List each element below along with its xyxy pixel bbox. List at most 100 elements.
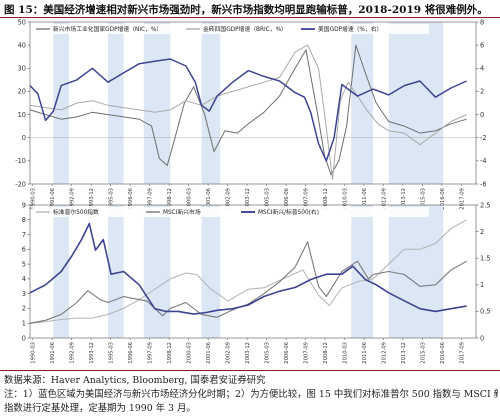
x-tick-label: 2007-09: [304, 342, 310, 364]
plot-border: [29, 21, 477, 185]
y-left-tick-label: 40: [18, 41, 26, 49]
x-tick-label: 2015-03: [421, 342, 427, 364]
x-tick-label: 1997-09: [148, 188, 154, 210]
shaded-period: [143, 205, 171, 338]
title-divider: [0, 17, 500, 18]
y-right-tick-label: 1: [480, 281, 484, 289]
x-tick-label: 1993-12: [89, 342, 95, 364]
x-tick-label: 2010-03: [343, 342, 349, 364]
x-tick-label: 2007-09: [304, 188, 310, 210]
legend-box: [33, 24, 429, 34]
x-tick-label: 2001-06: [206, 188, 212, 210]
x-tick-label: 2005-03: [265, 342, 271, 364]
x-tick-label: 2003-12: [245, 188, 251, 210]
source-notes: 数据来源：Haver Analytics, Bloomberg, 国泰君安证券研…: [4, 374, 498, 416]
shaded-period: [201, 22, 221, 184]
x-tick-label: 2006-06: [284, 188, 290, 210]
y-right-tick-label: 2.5: [480, 201, 491, 209]
legend-box: [33, 207, 429, 217]
x-tick-label: 2006-06: [284, 342, 290, 364]
x-tick-label: 1992-09: [70, 188, 76, 210]
x-tick-label: 2000-03: [187, 342, 193, 364]
x-tick-label: 1998-12: [167, 342, 173, 364]
y-right-tick-label: -2: [480, 134, 487, 142]
x-tick-label: 1996-06: [128, 188, 134, 210]
legend-label: 美国GDP增速（%，右）: [318, 25, 382, 33]
y-left-tick-label: 50: [18, 18, 26, 26]
x-tick-label: 2010-03: [343, 188, 349, 210]
y-left-tick-label: 5: [22, 260, 26, 268]
source-line-3: 指数进行定基处理，定基期为 1990 年 3 月。: [4, 403, 196, 414]
series-line-1: [29, 44, 467, 176]
x-tick-label: 2017-09: [459, 188, 465, 210]
footer-divider: [0, 370, 500, 371]
y-right-tick-label: 8: [480, 18, 484, 26]
shaded-period: [388, 205, 444, 338]
series-line-1: [29, 219, 467, 324]
x-tick-label: 2017-09: [459, 342, 465, 364]
x-tick-label: 2016-06: [440, 188, 446, 210]
x-tick-label: 2005-03: [265, 188, 271, 210]
series-line-2: [29, 44, 467, 180]
x-tick-label: 2015-03: [421, 188, 427, 210]
x-tick-label: 2003-12: [245, 342, 251, 364]
shaded-period: [107, 22, 124, 184]
x-tick-label: 1993-12: [89, 188, 95, 210]
shaded-period: [143, 22, 171, 184]
y-left-tick-label: 3: [22, 290, 26, 298]
y-left-tick-label: 7: [22, 231, 26, 239]
legend: 标准普尔500指数 MSCI新兴市场 MSCI新兴/标普500(右): [33, 207, 429, 217]
y-left-tick-label: 9: [22, 201, 26, 209]
y-right-tick-label: 1.5: [480, 255, 491, 263]
source-line-2: 注：1）蓝色区域为美国经济与新兴市场经济分化时期；2）为方便比较，图 15 中我…: [4, 389, 498, 400]
series-line-3: [29, 222, 467, 315]
y-right-tick-label: 2: [480, 88, 484, 96]
figure-title: 图 15：美国经济增速相对新兴市场强劲时，新兴市场指数均明显跑输标普，2018-…: [4, 4, 488, 16]
series-line-3: [29, 58, 467, 162]
shaded-period: [388, 22, 444, 184]
y-left-tick-label: 10: [18, 111, 26, 119]
y-right-tick-label: 0: [480, 334, 484, 342]
x-tick-label: 1991-06: [50, 188, 56, 210]
y-left-tick-label: 4: [22, 275, 26, 283]
y-left-tick-label: -10: [15, 157, 26, 165]
y-left-tick-label: 8: [22, 216, 26, 224]
x-tick-label: 2016-06: [440, 342, 446, 364]
x-tick-label: 1995-03: [109, 188, 115, 210]
x-tick-label: 2002-09: [226, 188, 232, 210]
x-tick-label: 2011-06: [362, 342, 368, 364]
legend-label: 金砖四国GDP增速（BRIC，%）: [203, 25, 287, 33]
legend-label: 新兴市场工业化国家GDP增速（NIC，%）: [53, 25, 162, 33]
x-tick-label: 1990-03: [31, 188, 37, 210]
x-tick-label: 2011-06: [362, 188, 368, 210]
x-tick-label: 1990-03: [31, 342, 37, 364]
y-left-tick-label: 1: [22, 320, 26, 328]
y-left-tick-label: 30: [18, 65, 26, 73]
x-tick-label: 1992-09: [70, 342, 76, 364]
y-right-tick-label: 0: [480, 111, 484, 119]
legend-label: MSCI新兴/标普500(右): [258, 208, 319, 216]
x-tick-label: 2002-09: [226, 342, 232, 364]
x-tick-label: 2012-09: [382, 342, 388, 364]
x-tick-label: 2013-12: [401, 342, 407, 364]
plot-border: [29, 204, 477, 339]
x-tick-label: 2012-09: [382, 188, 388, 210]
series-line-2: [29, 241, 467, 324]
x-tick-label: 1991-06: [50, 342, 56, 364]
source-line-1: 数据来源：Haver Analytics, Bloomberg, 国泰君安证券研…: [4, 375, 266, 386]
x-tick-label: 2013-12: [401, 188, 407, 210]
y-right-tick-label: 2: [480, 228, 484, 236]
shaded-period: [53, 22, 69, 184]
y-left-tick-label: 20: [18, 88, 26, 96]
shaded-period: [201, 205, 221, 338]
y-right-tick-label: -4: [480, 157, 487, 165]
y-right-tick-label: 4: [480, 65, 484, 73]
y-left-tick-label: -20: [15, 180, 26, 188]
x-tick-label: 2008-12: [323, 188, 329, 210]
x-tick-label: 1996-06: [128, 342, 134, 364]
x-tick-label: 2001-06: [206, 342, 212, 364]
y-left-tick-label: 2: [22, 305, 26, 313]
